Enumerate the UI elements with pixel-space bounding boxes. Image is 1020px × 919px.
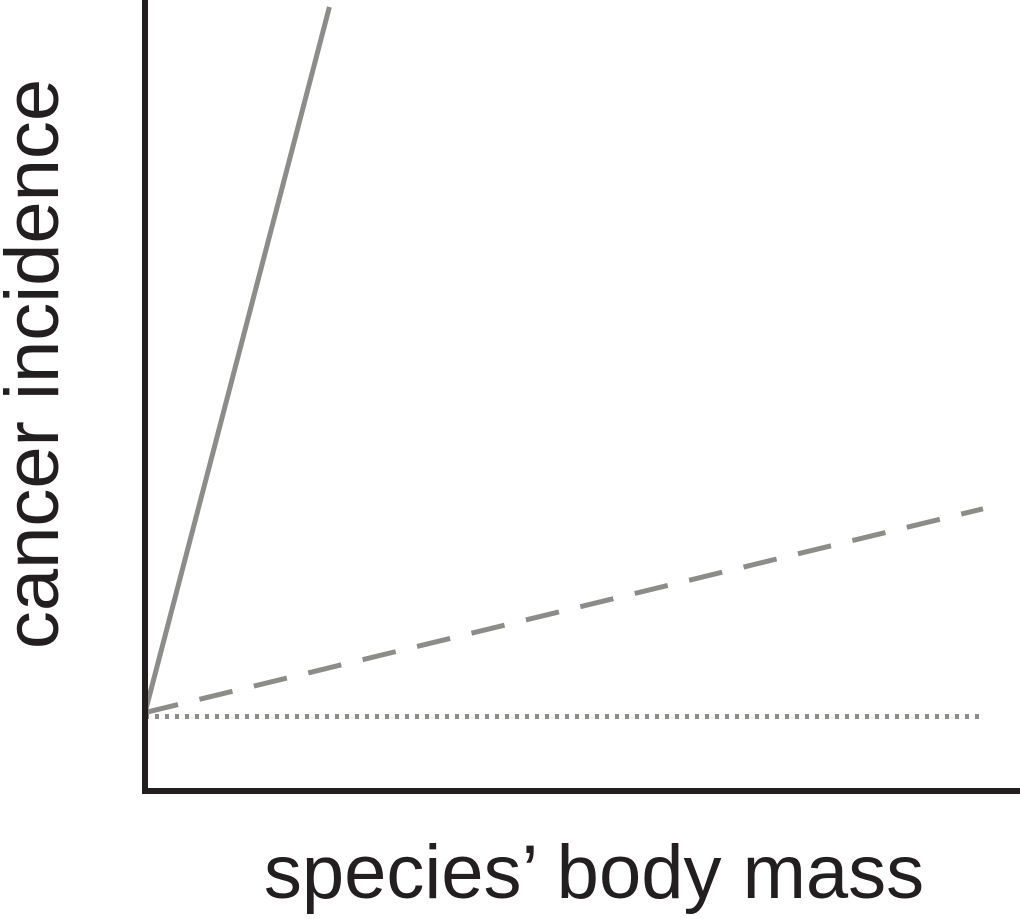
y-axis-label: cancer incidence bbox=[0, 79, 75, 649]
series-line-dashed bbox=[144, 506, 984, 716]
x-axis-label: species’ body mass bbox=[264, 830, 924, 915]
series-line-solid bbox=[142, 6, 332, 714]
series-layer bbox=[142, 6, 984, 719]
